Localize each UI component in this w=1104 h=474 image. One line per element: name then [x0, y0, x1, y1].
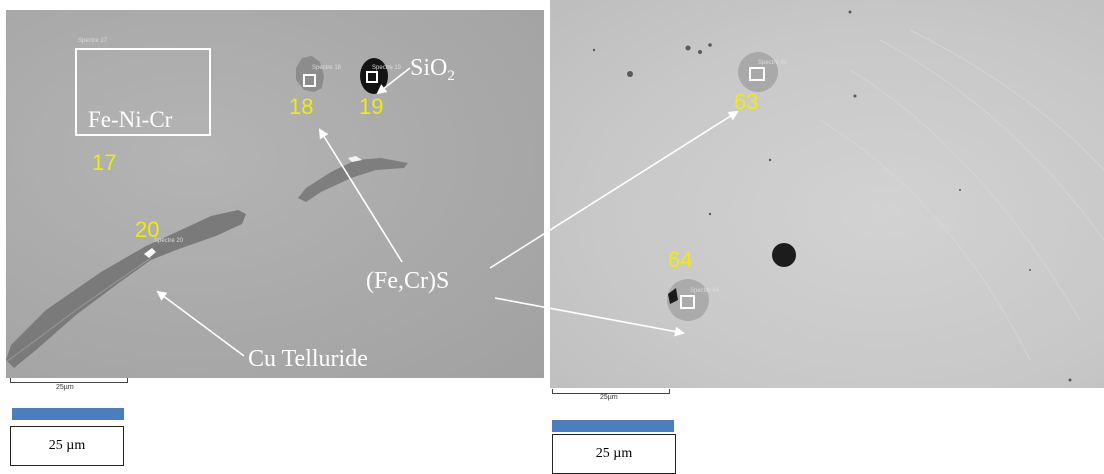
spectrum-caption-17: Spectre 17: [78, 38, 108, 44]
right-micron-bar: [552, 389, 670, 394]
spot-number-19: 19: [359, 94, 384, 119]
left-sem-features: [6, 48, 408, 368]
spectrum-caption-18: Spectre 18: [312, 65, 342, 71]
fe-ni-cr-label: Fe-Ni-Cr: [88, 107, 173, 132]
sio2-label: SiO2: [410, 55, 455, 84]
right-micron-text: 25µm: [600, 394, 618, 401]
sulfide-inclusion-64: [667, 279, 709, 321]
left-micron-bar: [10, 378, 128, 383]
analysis-square-63: [749, 67, 765, 81]
right-scale-box: 25 µm: [552, 434, 676, 474]
arrow-sulfide-64: [494, 297, 685, 337]
sulfide-label: (Fe,Cr)S: [366, 268, 450, 294]
spot-number-17: 17: [92, 150, 117, 175]
left-blue-scale-bar: [12, 408, 124, 420]
spot-number-64: 64: [668, 247, 693, 272]
arrow-sio2: [376, 67, 411, 95]
analysis-spot-20: [144, 248, 156, 258]
analysis-square-19: [366, 71, 378, 83]
spot-number-20: 20: [135, 217, 160, 242]
spectrum-caption-19: Spectre 19: [372, 65, 402, 71]
sulfide-inclusion-63: [738, 52, 778, 92]
right-blue-scale-bar: [552, 420, 674, 432]
arrow-sulfide-63: [489, 110, 739, 269]
spectrum-caption-63: Spectre 63: [758, 60, 788, 66]
left-scale-box: 25 µm: [10, 426, 124, 466]
arrow-sulfide-18: [318, 128, 403, 263]
left-micron-text: 25µm: [56, 384, 74, 391]
spectrum-caption-64: Spectre 64: [690, 288, 720, 294]
sulfide-streak: [298, 158, 408, 202]
arrow-telluride: [156, 290, 245, 357]
right-sem-image: Spectre 63 Spectre 64: [550, 0, 1104, 388]
analysis-square-64: [680, 295, 695, 309]
left-sem-image: Spectre 17 Spectre 18 Spectre 19 Spectre…: [6, 10, 544, 378]
telluride-inclusion-main: [6, 210, 246, 368]
pore: [772, 243, 796, 267]
spectrum-caption-20: Spectre 20: [154, 238, 184, 244]
cu-telluride-label: Cu Telluride: [248, 346, 368, 372]
spot-number-63: 63: [734, 89, 759, 114]
right-sem-features: [592, 10, 1104, 382]
spectrum-box-17: [75, 48, 211, 136]
spot-number-18: 18: [289, 94, 314, 119]
analysis-square-18: [303, 74, 316, 87]
